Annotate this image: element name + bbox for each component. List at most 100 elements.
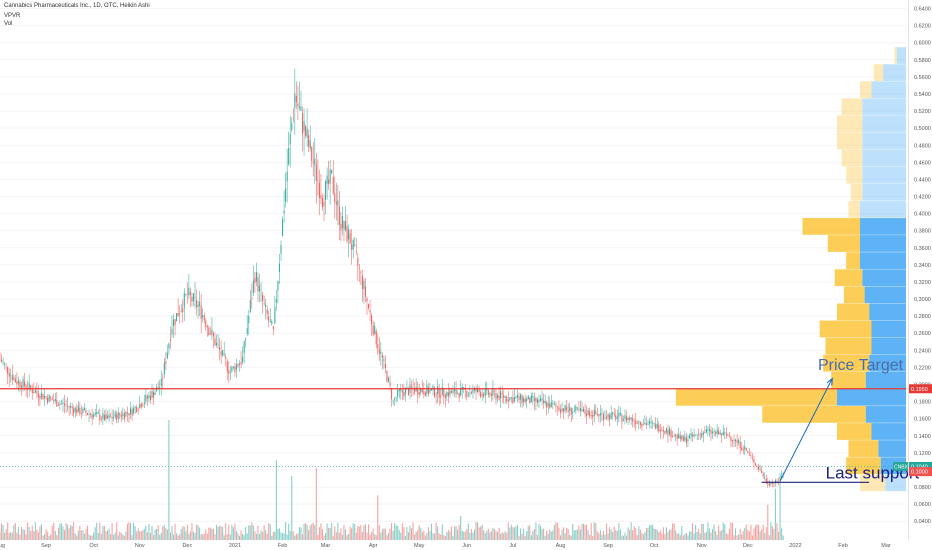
candle-body-456 (699, 433, 701, 435)
volume-bar-506 (776, 523, 778, 540)
candle-body-139 (212, 333, 214, 337)
candle-body-390 (598, 414, 600, 417)
y-tick-label-19: 0.4200 (914, 195, 931, 201)
candle-body-399 (612, 412, 614, 415)
volume-bar-82 (125, 531, 127, 540)
candle-body-497 (762, 473, 764, 477)
candle-body-173 (265, 304, 267, 308)
volume-bar-0 (0, 532, 1, 540)
candle-body-181 (277, 281, 279, 291)
candle-body-414 (635, 420, 637, 425)
candle-body-442 (678, 433, 680, 439)
volume-bar-477 (731, 522, 734, 540)
candle-body-469 (719, 432, 721, 435)
volume-bar-251 (384, 528, 386, 540)
volume-bar-222 (340, 528, 342, 540)
candle-body-153 (234, 366, 236, 372)
volume-bar-253 (387, 533, 390, 540)
candle-body-307 (470, 392, 472, 394)
vp-down-bar-10 (837, 303, 870, 321)
candle-body-204 (312, 161, 314, 163)
indicator-vol-label[interactable]: Vol (4, 21, 13, 27)
candle-body-211 (323, 201, 325, 207)
y-tick-label-13: 0.3000 (914, 297, 931, 303)
candle-body-275 (421, 389, 423, 392)
volume-bar-379 (581, 523, 583, 540)
candle-body-281 (430, 388, 433, 391)
volume-bar-334 (512, 527, 514, 540)
candle-body-495 (759, 469, 761, 470)
candle-body-340 (521, 396, 523, 404)
volume-bar-16 (24, 529, 26, 540)
candle-body-444 (681, 435, 683, 440)
volume-bar-20 (30, 530, 32, 540)
candle-body-77 (117, 412, 119, 419)
volume-bar-225 (344, 529, 347, 540)
candle-body-298 (457, 393, 459, 394)
candle-body-81 (123, 413, 125, 419)
vp-down-bar-21 (837, 115, 863, 133)
candle-body-324 (496, 395, 499, 398)
candle-body-294 (450, 391, 453, 393)
volume-bar-32 (48, 535, 50, 540)
volume-bar-403 (618, 523, 620, 540)
volume-bar-393 (602, 530, 605, 540)
candle-body-482 (739, 441, 741, 449)
volume-bar-185 (283, 533, 285, 540)
candle-body-274 (420, 388, 422, 393)
vp-up-bar-25 (896, 47, 906, 64)
volume-bar-461 (707, 522, 709, 540)
candle-body-17 (25, 386, 27, 389)
volume-bar-365 (559, 535, 562, 540)
candle-body-292 (447, 392, 449, 397)
volume-bar-339 (520, 528, 522, 540)
volume-bar-92 (140, 531, 142, 540)
candle-body-140 (214, 338, 216, 346)
volume-bar-275 (421, 532, 423, 540)
volume-bar-100 (153, 535, 155, 540)
candle-body-223 (341, 215, 343, 229)
volume-bar-47 (71, 525, 73, 540)
candle-body-201 (308, 135, 310, 147)
volume-bar-277 (424, 535, 426, 540)
volume-bar-321 (492, 527, 494, 540)
y-tick-label-18: 0.4000 (914, 212, 931, 218)
candle-body-16 (24, 381, 26, 387)
volume-bar-22 (33, 530, 35, 540)
vp-up-bar-16 (860, 200, 906, 218)
volume-bar-368 (564, 533, 566, 540)
candle-body-214 (328, 179, 330, 185)
volume-bar-65 (99, 522, 101, 540)
volume-bar-119 (182, 526, 184, 540)
candle-body-179 (274, 306, 276, 323)
volume-bar-5 (7, 522, 9, 540)
x-tick-label-13: Sep (603, 543, 613, 549)
candle-body-10 (14, 378, 16, 383)
indicator-vpvr-label[interactable]: VPVR (4, 13, 21, 19)
candle-body-453 (695, 434, 697, 436)
candle-body-290 (444, 395, 446, 399)
volume-bar-146 (223, 535, 225, 540)
candle-body-241 (369, 310, 371, 313)
candle-body-246 (377, 344, 379, 349)
symbol-title[interactable]: Cannabics Pharmaceuticals Inc., 1D, OTC,… (4, 3, 150, 9)
volume-bar-98 (149, 532, 152, 540)
volume-bar-470 (721, 529, 723, 540)
volume-bar-1 (0, 523, 3, 540)
volume-bar-106 (162, 526, 164, 540)
candle-body-188 (288, 147, 290, 165)
candle-body-75 (114, 412, 116, 417)
candle-body-297 (455, 390, 457, 395)
volume-bar-435 (667, 531, 669, 540)
volume-bar-220 (337, 522, 339, 540)
vp-up-bar-4 (865, 406, 906, 423)
x-tick-label-0: Aug (0, 543, 5, 549)
candle-body-183 (280, 245, 282, 254)
candle-body-74 (113, 417, 115, 418)
candle-body-132 (202, 314, 204, 318)
candle-body-359 (550, 402, 552, 408)
volume-bar-79 (120, 532, 122, 540)
volume-bar-192 (294, 535, 296, 540)
volume-bar-86 (131, 535, 133, 540)
